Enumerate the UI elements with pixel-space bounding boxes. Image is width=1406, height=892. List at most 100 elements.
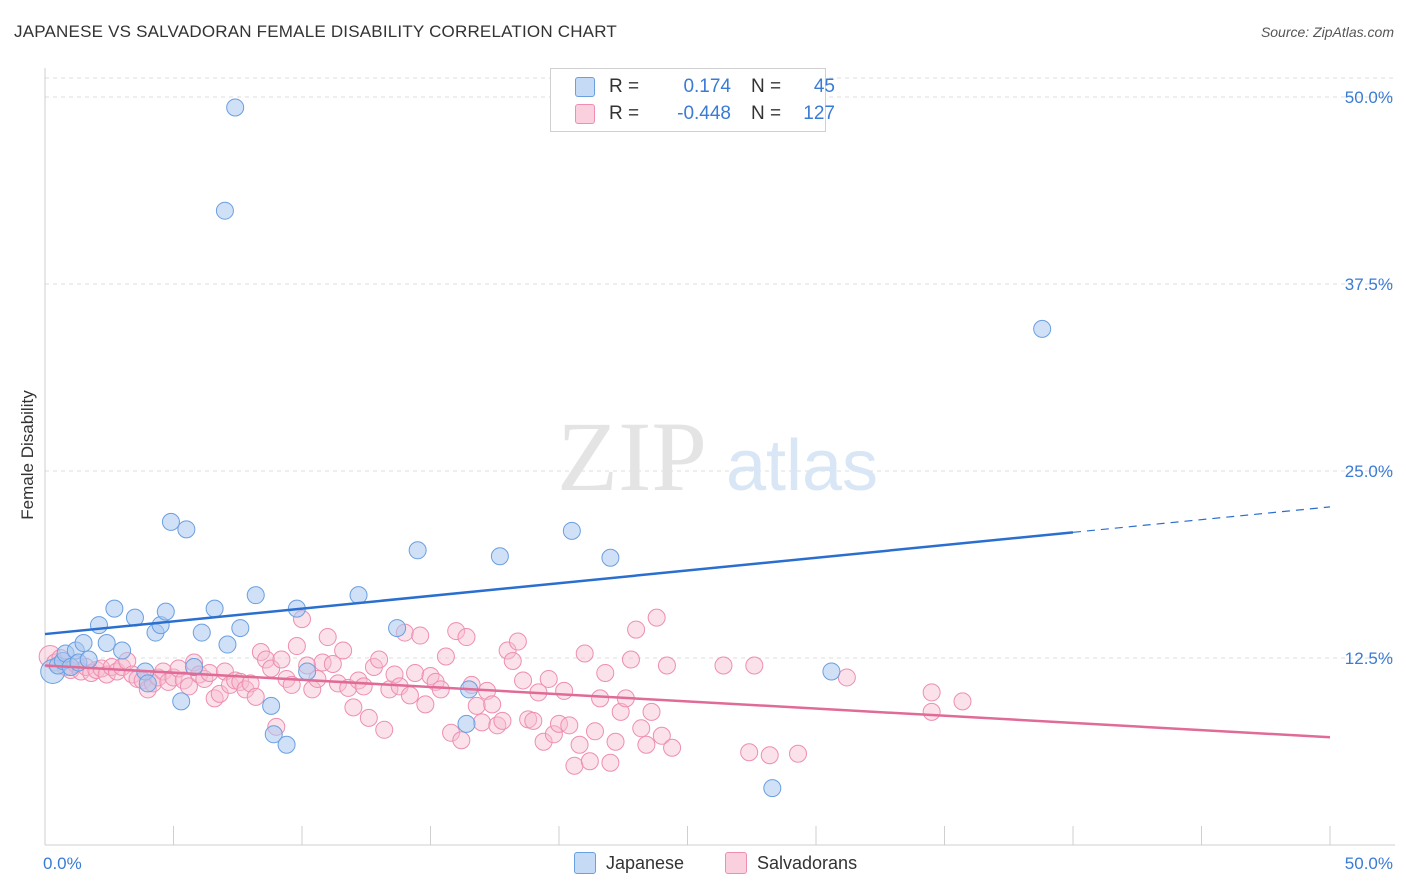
x-tick-label: 50.0% <box>1345 854 1393 873</box>
point-salvadoran <box>483 695 502 714</box>
legend-r-value: -0.448 <box>677 103 731 124</box>
point-salvadoran <box>740 743 759 762</box>
point-japanese <box>138 674 157 693</box>
point-salvadoran <box>246 687 265 706</box>
point-japanese <box>408 541 427 560</box>
point-japanese <box>215 201 234 220</box>
grid-lines <box>45 77 1395 659</box>
point-japanese <box>262 696 281 715</box>
point-japanese <box>172 692 191 711</box>
point-salvadoran <box>354 677 373 696</box>
y-tick-label: 25.0% <box>1345 462 1393 481</box>
point-japanese <box>298 662 317 681</box>
legend-n-label: N = <box>751 76 782 97</box>
point-salvadoran <box>452 731 471 750</box>
point-salvadoran <box>416 695 435 714</box>
legend-salvadorans: Salvadorans <box>725 852 857 874</box>
legend-n-value: 127 <box>803 103 835 124</box>
point-salvadoran <box>837 668 856 687</box>
point-salvadoran <box>503 651 522 670</box>
point-salvadoran <box>179 677 198 696</box>
point-salvadoran <box>272 650 291 669</box>
point-japanese <box>562 521 581 540</box>
point-salvadoran <box>210 684 229 703</box>
watermark-zip: ZIP <box>557 401 707 512</box>
point-salvadoran <box>714 656 733 675</box>
point-japanese <box>1033 319 1052 338</box>
point-salvadoran <box>508 632 527 651</box>
legend-n-label: N = <box>751 103 782 124</box>
legend-japanese: Japanese <box>574 852 684 874</box>
point-salvadoran <box>406 663 425 682</box>
point-salvadoran <box>789 744 808 763</box>
point-salvadoran <box>652 726 671 745</box>
point-salvadoran <box>611 702 630 721</box>
point-japanese <box>763 779 782 798</box>
point-salvadoran <box>642 702 661 721</box>
point-salvadoran <box>349 671 368 690</box>
point-japanese <box>205 599 224 618</box>
point-salvadoran <box>760 746 779 765</box>
point-japanese <box>601 548 620 567</box>
point-japanese <box>457 714 476 733</box>
watermark: ZIP atlas <box>557 401 878 512</box>
point-salvadoran <box>627 620 646 639</box>
point-salvadoran <box>370 650 389 669</box>
point-salvadoran <box>570 735 589 754</box>
legend-label-japanese: Japanese <box>606 852 685 873</box>
legend-swatch-salvadorans-bottom <box>725 852 747 874</box>
point-salvadoran <box>174 671 193 690</box>
point-salvadoran <box>498 641 517 660</box>
y-tick-label: 12.5% <box>1345 649 1393 668</box>
point-japanese <box>113 641 132 660</box>
legend-r-value: 0.174 <box>683 76 731 97</box>
point-salvadoran <box>318 628 337 647</box>
point-japanese <box>192 623 211 642</box>
point-japanese <box>74 634 93 653</box>
point-salvadoran <box>575 644 594 663</box>
point-salvadoran <box>287 637 306 656</box>
point-salvadoran <box>539 669 558 688</box>
legend-row-salvadorans: R = -0.448 N = 127 <box>575 102 835 126</box>
point-salvadoran <box>637 735 656 754</box>
legend-label-salvadorans: Salvadorans <box>757 852 858 873</box>
point-salvadoran <box>560 716 579 735</box>
point-salvadoran <box>359 708 378 727</box>
point-salvadoran <box>236 680 255 699</box>
point-japanese <box>277 735 296 754</box>
point-salvadoran <box>323 654 342 673</box>
point-salvadoran <box>596 663 615 682</box>
point-japanese <box>218 635 237 654</box>
point-japanese <box>156 602 175 621</box>
point-salvadoran <box>585 722 604 741</box>
point-salvadoran <box>334 641 353 660</box>
trend-line-japanese <box>44 531 1074 636</box>
point-salvadoran <box>621 650 640 669</box>
point-salvadoran <box>375 720 394 739</box>
point-salvadoran <box>601 753 620 772</box>
point-salvadoran <box>421 666 440 685</box>
point-salvadoran <box>514 671 533 690</box>
point-salvadoran <box>606 732 625 751</box>
legend-row-japanese: R = 0.174 N = 45 <box>575 75 835 99</box>
point-salvadoran <box>524 711 543 730</box>
point-salvadoran <box>493 711 512 730</box>
legend-swatch-japanese <box>575 77 595 97</box>
trend-line-japanese-extension <box>1072 506 1331 533</box>
x-tick-label: 0.0% <box>43 854 82 873</box>
point-salvadoran <box>447 622 466 641</box>
y-tick-label: 50.0% <box>1345 88 1393 107</box>
source-label: Source: ZipAtlas.com <box>1260 24 1394 40</box>
point-japanese <box>79 650 98 669</box>
point-japanese <box>177 520 196 539</box>
point-salvadoran <box>632 719 651 738</box>
point-japanese <box>822 662 841 681</box>
point-japanese <box>246 586 265 605</box>
tick-labels: 12.5% 25.0% 37.5% 50.0% 0.0% 50.0% <box>43 88 1393 873</box>
point-japanese <box>264 725 283 744</box>
point-japanese <box>89 616 108 635</box>
point-salvadoran <box>344 698 363 717</box>
point-salvadoran <box>555 681 574 700</box>
watermark-atlas: atlas <box>726 426 878 506</box>
